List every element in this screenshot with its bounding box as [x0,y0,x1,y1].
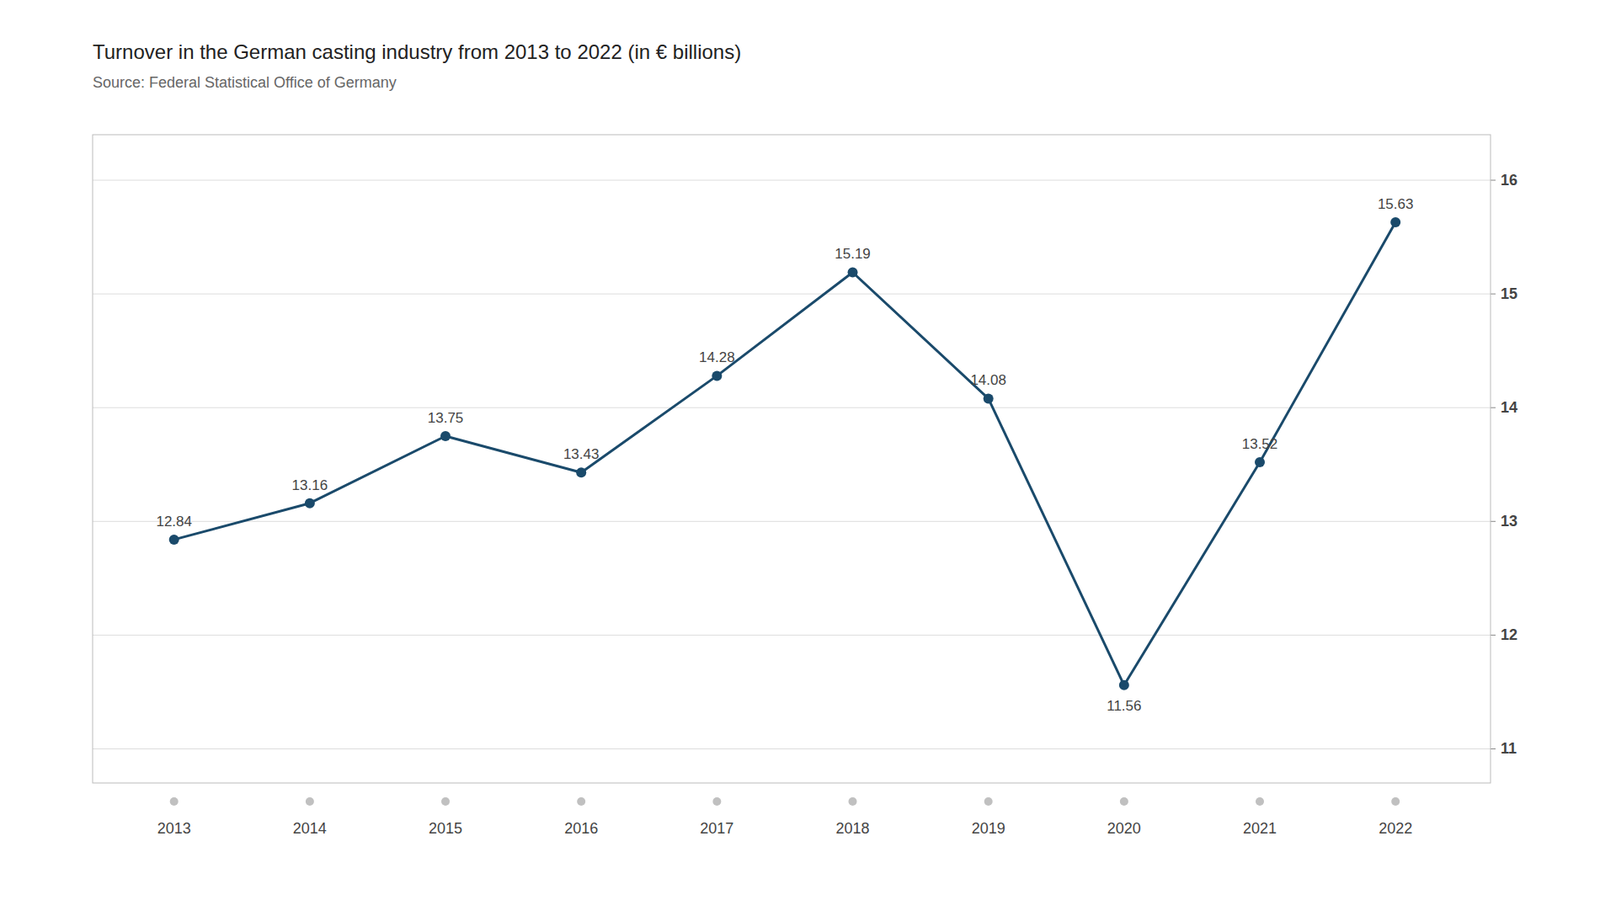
y-tick-label: 15 [1500,285,1518,303]
x-tick [305,797,315,806]
x-tick [712,797,721,806]
plot-area [169,217,1401,691]
point [1254,457,1265,468]
point [983,393,994,404]
x-tick [1255,797,1264,806]
point [711,370,722,381]
data-label: 12.84 [155,513,192,530]
grid-line [92,293,1491,295]
x-tick-label: 2018 [836,820,870,838]
grid-line [92,521,1491,523]
x-tick [1391,797,1400,806]
x-tick [576,797,586,806]
subtitle: Source: Federal Statistical Office of Ge… [92,74,397,91]
line [174,222,1396,686]
data-label: 13.43 [563,446,600,463]
data-label: 13.52 [1242,436,1279,453]
x-tick [984,797,993,806]
y-tick [1490,293,1496,295]
grid-line [92,180,1491,182]
y-tick-label: 13 [1500,512,1518,530]
x-tick-label: 2022 [1378,820,1413,838]
data-label: 13.16 [292,477,329,494]
y-tick [1490,748,1496,750]
x-tick-label: 2014 [293,820,327,838]
y-tick [1490,521,1496,523]
chart: Turnover in the German casting industry … [0,0,1600,900]
y-tick-label: 12 [1500,626,1518,644]
y-tick-label: 11 [1500,740,1517,758]
y-tick [1490,180,1496,182]
grid-line [92,634,1491,636]
x-tick-label: 2019 [971,820,1006,838]
data-label: 15.19 [834,245,871,262]
x-tick [441,797,450,806]
grid-line [92,748,1491,750]
x-tick [848,797,858,806]
grid [92,180,1491,749]
data-labels: 12.84 13.16 13.75 13.43 14.28 15.19 14.08 11.56… [155,196,1414,715]
data-label: 14.28 [698,349,736,366]
point [169,534,180,545]
x-tick-label: 2016 [564,820,598,838]
data-label: 11.56 [1106,698,1142,715]
point [304,498,315,509]
point [440,431,451,442]
x-tick-label: 2013 [157,820,192,838]
plot-frame [92,134,1491,784]
x-tick [170,797,179,806]
y-tick-label: 14 [1500,399,1518,416]
point [1390,217,1401,228]
y-tick [1490,634,1496,636]
point [576,467,587,478]
x-tick-label: 2015 [428,820,463,838]
x-tick-label: 2017 [699,820,734,838]
title: Turnover in the German casting industry … [92,40,742,64]
point [848,266,859,278]
x-tick-label: 2021 [1242,820,1277,838]
data-label: 15.63 [1377,196,1414,213]
grid-line [92,407,1491,409]
data-label: 14.08 [970,372,1007,389]
y-tick [1490,407,1496,409]
y-tick-label: 16 [1500,171,1518,189]
x-tick [1120,797,1129,806]
point [1119,680,1130,691]
x-tick-label: 2020 [1107,820,1142,838]
data-label: 13.75 [427,410,464,427]
